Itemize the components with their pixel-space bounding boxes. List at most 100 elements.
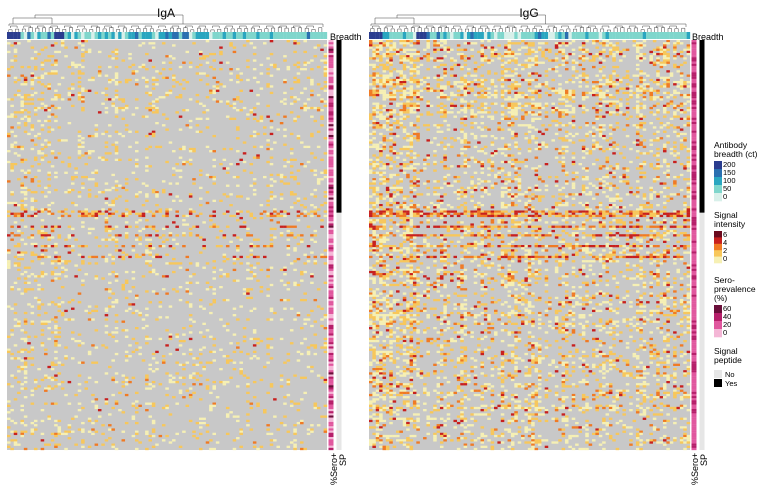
seroprevalence-cell	[328, 141, 334, 144]
heatmap-cell	[54, 115, 58, 118]
heatmap-cell	[111, 359, 115, 362]
heatmap-cell	[300, 270, 304, 274]
heatmap-cell	[7, 201, 11, 205]
heatmap-cell	[30, 124, 35, 127]
heatmap-cell	[534, 78, 539, 82]
heatmap-cell	[490, 46, 495, 49]
heatmap-cell	[259, 119, 264, 123]
heatmap-cell	[300, 327, 304, 330]
heatmap-cell	[385, 52, 390, 56]
heatmap-cell	[399, 78, 403, 82]
heatmap-cell	[450, 165, 454, 168]
heatmap-cell	[456, 89, 461, 92]
heatmap-cell	[13, 421, 18, 425]
heatmap-cell	[673, 91, 677, 95]
heatmap-cell	[323, 52, 328, 56]
heatmap-cell	[172, 76, 176, 79]
heatmap-cell	[490, 115, 495, 118]
heatmap-cell	[84, 152, 88, 155]
heatmap-cell	[199, 130, 203, 133]
heatmap-cell	[104, 158, 109, 161]
heatmap-cell	[155, 229, 159, 233]
heatmap-cell	[27, 266, 31, 269]
heatmap-cell	[433, 154, 437, 157]
heatmap-cell	[145, 115, 149, 118]
heatmap-cell	[578, 126, 583, 129]
heatmap-cell	[521, 109, 525, 112]
breadth-cell	[639, 32, 643, 39]
heatmap-cell	[199, 197, 203, 200]
heatmap-cell	[155, 318, 159, 321]
heatmap-cell	[229, 359, 233, 362]
heatmap-cell	[548, 87, 552, 90]
heatmap-cell	[222, 380, 227, 384]
heatmap-cell	[561, 109, 566, 112]
heatmap-cell	[372, 91, 376, 95]
heatmap-cell	[313, 402, 318, 405]
heatmap-cell	[7, 383, 11, 386]
heatmap-cell	[7, 426, 11, 429]
heatmap-cell	[23, 158, 28, 161]
heatmap-cell	[564, 44, 569, 47]
heatmap-cell	[84, 214, 88, 218]
heatmap-cell	[372, 130, 376, 133]
heatmap-cell	[192, 147, 196, 151]
heatmap-cell	[456, 85, 461, 88]
heatmap-cell	[27, 281, 31, 284]
seroprevalence-cell	[328, 432, 334, 436]
heatmap-cell	[656, 48, 660, 51]
heatmap-cell	[199, 63, 203, 67]
heatmap-cell	[602, 115, 606, 118]
heatmap-cell	[443, 158, 447, 161]
heatmap-cell	[222, 236, 227, 239]
heatmap-cell	[625, 169, 630, 172]
heatmap-cell	[23, 171, 28, 174]
heatmap-cell	[269, 432, 274, 436]
heatmap-cell	[10, 288, 14, 291]
heatmap-cell	[148, 439, 152, 442]
heatmap-cell	[369, 171, 373, 174]
heatmap-cell	[74, 443, 78, 446]
heatmap-cell	[416, 40, 420, 43]
heatmap-cell	[412, 124, 417, 127]
seroprevalence-cell	[328, 363, 334, 366]
heatmap-cell	[416, 70, 420, 73]
breadth-cell	[192, 32, 196, 39]
heatmap-cell	[165, 316, 169, 319]
heatmap-cell	[416, 117, 420, 120]
heatmap-cell	[30, 428, 35, 431]
heatmap-cell	[490, 152, 495, 155]
heatmap-cell	[50, 201, 55, 205]
heatmap-cell	[296, 42, 301, 45]
heatmap-cell	[108, 204, 112, 207]
breadth-cell	[138, 32, 142, 39]
heatmap-cell	[372, 163, 376, 166]
heatmap-cell	[605, 167, 610, 170]
heatmap-cell	[473, 70, 478, 73]
heatmap-cell	[450, 65, 454, 69]
heatmap-cell	[439, 87, 444, 90]
heatmap-cell	[619, 52, 623, 56]
heatmap-cell	[323, 415, 328, 418]
heatmap-cell	[232, 98, 237, 101]
heatmap-cell	[40, 76, 45, 79]
heatmap-cell	[402, 96, 407, 99]
heatmap-cell	[662, 50, 667, 54]
heatmap-cell	[188, 281, 193, 284]
heatmap-cell	[662, 63, 667, 67]
heatmap-cell	[64, 212, 68, 215]
breadth-cell	[598, 32, 603, 39]
heatmap-cell	[446, 128, 451, 131]
heatmap-cell	[7, 350, 11, 354]
heatmap-cell	[40, 156, 45, 159]
heatmap-cell	[666, 141, 670, 144]
heatmap-cell	[94, 91, 99, 95]
heatmap-cell	[283, 424, 287, 427]
heatmap-cell	[639, 143, 643, 146]
heatmap-cell	[148, 102, 152, 105]
heatmap-cell	[27, 236, 31, 239]
breadth-cell	[450, 32, 454, 39]
heatmap-cell	[145, 374, 149, 377]
heatmap-cell	[121, 59, 126, 62]
seroprevalence-cell	[328, 184, 334, 187]
